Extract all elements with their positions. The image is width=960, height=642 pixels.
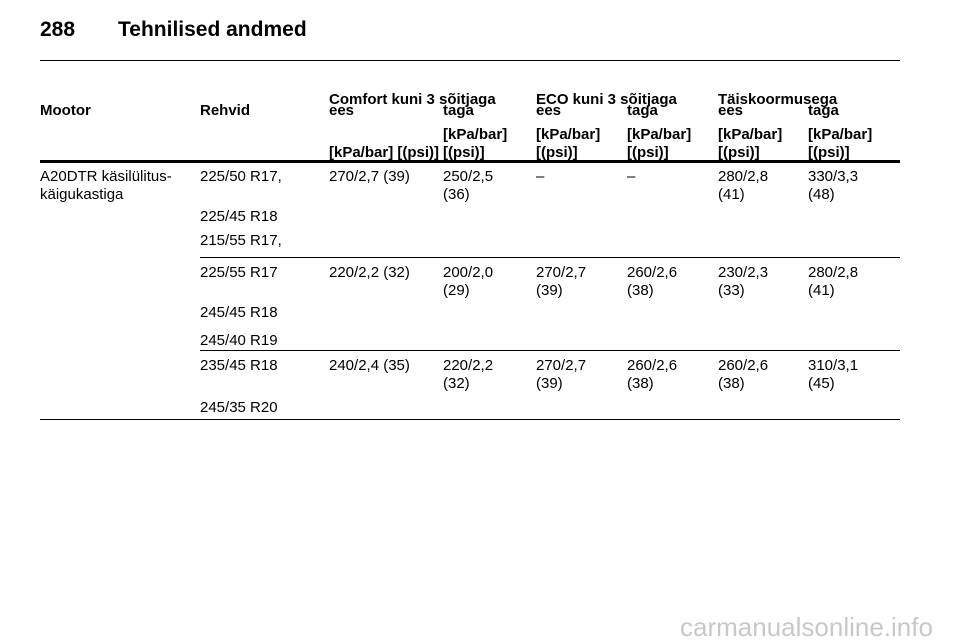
table-end-rule — [40, 419, 900, 420]
column-header: taga — [627, 102, 658, 119]
table-head-rule — [40, 160, 900, 163]
tyre-cell: 225/50 R17, — [200, 168, 282, 185]
tyre-cell: 245/40 R19 — [200, 332, 278, 349]
pressure-cell: (41) — [718, 186, 745, 203]
unit-label: [(psi)] — [443, 144, 485, 161]
column-header: ees — [329, 102, 355, 119]
tyre-cell: 235/45 R18 — [200, 357, 278, 374]
pressure-cell: 260/2,6 — [627, 264, 678, 281]
pressure-cell: (39) — [536, 375, 563, 392]
pressure-cell: 260/2,6 — [718, 357, 769, 374]
pressure-cell: – — [536, 168, 545, 185]
pressure-cell: (48) — [808, 186, 835, 203]
pressure-cell: 220/2,2 (32) — [329, 264, 410, 281]
column-header: taga — [808, 102, 839, 119]
pressure-cell: (38) — [627, 375, 654, 392]
pressure-cell: (32) — [443, 375, 470, 392]
pressure-cell: (29) — [443, 282, 470, 299]
pressure-cell: 280/2,8 — [808, 264, 859, 281]
pressure-cell: 230/2,3 — [718, 264, 769, 281]
pressure-cell: 270/2,7 — [536, 357, 587, 374]
tyre-cell: 245/35 R20 — [200, 399, 278, 416]
unit-label: [kPa/bar] — [627, 126, 692, 143]
tyre-cell: 245/45 R18 — [200, 304, 278, 321]
column-header: ees — [536, 102, 562, 119]
unit-label: [kPa/bar] — [718, 126, 783, 143]
group-header: Täiskoormusega — [718, 91, 838, 108]
unit-label: [(psi)] — [627, 144, 669, 161]
pressure-cell: 240/2,4 (35) — [329, 357, 410, 374]
tyre-cell: 225/45 R18 — [200, 208, 278, 225]
page-title: Tehnilised andmed — [118, 18, 307, 41]
group-rule — [200, 257, 900, 258]
column-header: Mootor — [40, 102, 91, 119]
pressure-cell: 270/2,7 (39) — [329, 168, 410, 185]
unit-label: [kPa/bar] [(psi)] — [329, 144, 440, 161]
pressure-cell: (36) — [443, 186, 470, 203]
pressure-cell: 310/3,1 — [808, 357, 859, 374]
unit-label: [kPa/bar] — [443, 126, 508, 143]
pressure-cell: 330/3,3 — [808, 168, 859, 185]
pressure-cell: (39) — [536, 282, 563, 299]
tyre-cell: 225/55 R17 — [200, 264, 278, 281]
pressure-cell: 270/2,7 — [536, 264, 587, 281]
tyre-cell: 215/55 R17, — [200, 232, 282, 249]
group-header: ECO kuni 3 sõitjaga — [536, 91, 677, 108]
pressure-cell: 200/2,0 — [443, 264, 494, 281]
column-header: ees — [718, 102, 744, 119]
unit-label: [kPa/bar] — [536, 126, 601, 143]
group-header: Comfort kuni 3 sõitjaga — [329, 91, 496, 108]
pressure-cell: (45) — [808, 375, 835, 392]
column-header: taga — [443, 102, 474, 119]
unit-label: [kPa/bar] — [808, 126, 873, 143]
pressure-cell: 260/2,6 — [627, 357, 678, 374]
unit-label: [(psi)] — [718, 144, 760, 161]
pressure-cell: 220/2,2 — [443, 357, 494, 374]
column-header: Rehvid — [200, 102, 251, 119]
pressure-cell: (38) — [718, 375, 745, 392]
pressure-cell: (33) — [718, 282, 745, 299]
pressure-cell: 250/2,5 — [443, 168, 494, 185]
pressure-cell: (41) — [808, 282, 835, 299]
watermark: carmanualsonline.info — [680, 612, 933, 642]
page-number: 288 — [40, 18, 76, 41]
pressure-cell: 280/2,8 — [718, 168, 769, 185]
group-rule — [200, 350, 900, 351]
unit-label: [(psi)] — [536, 144, 578, 161]
pressure-cell: – — [627, 168, 636, 185]
header-rule — [40, 60, 900, 61]
engine-cell: A20DTR käsilülitus- — [40, 168, 172, 185]
unit-label: [(psi)] — [808, 144, 850, 161]
engine-cell: käigukastiga — [40, 186, 124, 203]
pressure-cell: (38) — [627, 282, 654, 299]
